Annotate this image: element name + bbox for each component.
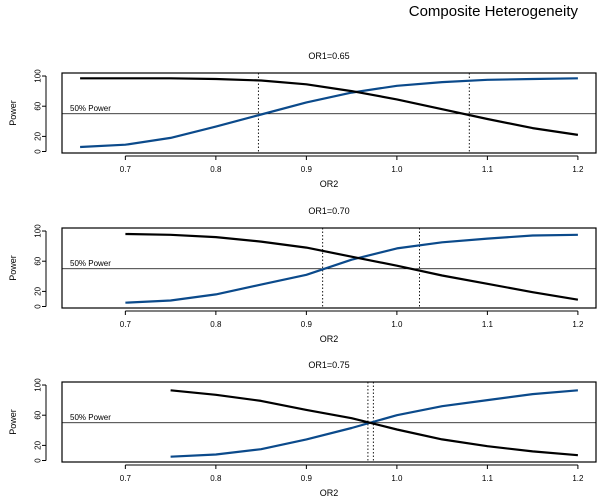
panel-1-x-tick-label: 1.0: [391, 165, 403, 174]
panel-1-y-tick-label: 60: [34, 101, 43, 110]
panel-3-y-tick-label: 100: [34, 378, 43, 392]
panel-1-frame: [61, 72, 597, 154]
panel-2-series-increasing: [125, 233, 578, 304]
panel-3-y-tick-label: 0: [34, 458, 43, 463]
panel-3-x-tick-label: 0.7: [120, 474, 132, 483]
panel-1-x-label: OR2: [320, 179, 339, 189]
panel-3-x-tick-label: 0.8: [210, 474, 222, 483]
panel-1-x-tick-label: 0.9: [301, 165, 313, 174]
panel-3-series-increasing: [170, 389, 578, 458]
panel-3-y-tick-label: 60: [34, 410, 43, 419]
panel-2-x-tick-label: 1.0: [391, 320, 403, 329]
panel-3-y-label: Power: [8, 409, 18, 435]
panel-3-x-tick-label: 1.2: [572, 474, 584, 483]
panel-3-frame: [61, 381, 597, 463]
panel-3-x-tick-label: 0.9: [301, 474, 313, 483]
panel-1-series-decreasing: [80, 77, 579, 136]
panel-1-x-tick-label: 1.2: [572, 165, 584, 174]
panel-3-x-tick-label: 1.0: [391, 474, 403, 483]
panel-2-x-tick-label: 1.1: [482, 320, 494, 329]
panel-2-x-label: OR2: [320, 334, 339, 344]
panel-1-x-tick-label: 0.7: [120, 165, 132, 174]
panel-2-x-tick-label: 0.7: [120, 320, 132, 329]
panel-2-y-tick-label: 60: [34, 256, 43, 265]
panel-2-frame: [61, 227, 597, 309]
panel-3-series-decreasing: [170, 389, 578, 457]
panel-1-y-tick-label: 100: [34, 69, 43, 83]
page-title: Composite Heterogeneity: [408, 3, 578, 20]
panel-1-y-label: Power: [8, 100, 18, 126]
panel-1-y-tick-label: 20: [34, 131, 43, 140]
panel-1-x-tick-label: 1.1: [482, 165, 494, 174]
panel-2-series-decreasing: [125, 232, 579, 301]
panel-2-y-label: Power: [8, 255, 18, 281]
panel-2-y-tick-label: 20: [34, 286, 43, 295]
panel-2-x-tick-label: 0.9: [301, 320, 313, 329]
panel-1-y-tick-label: 0: [34, 149, 43, 154]
panel-3-title: OR1=0.75: [308, 360, 349, 370]
panel-2-y-tick-label: 100: [34, 224, 43, 238]
panel-2-title: OR1=0.70: [308, 206, 349, 216]
panel-2-x-tick-label: 0.8: [210, 320, 222, 329]
panel-3-x-tick-label: 1.1: [482, 474, 494, 483]
panel-3-y-tick-label: 20: [34, 440, 43, 449]
panel-2-y-tick-label: 0: [34, 304, 43, 309]
panel-3-x-label: OR2: [320, 488, 339, 498]
panel-2-reference-label: 50% Power: [70, 259, 111, 268]
panel-1-series-increasing: [80, 77, 578, 149]
panel-3-reference-label: 50% Power: [70, 413, 111, 422]
panel-1-title: OR1=0.65: [308, 51, 349, 61]
panel-2-x-tick-label: 1.2: [572, 320, 584, 329]
panel-1-reference-label: 50% Power: [70, 104, 111, 113]
panel-1-x-tick-label: 0.8: [210, 165, 222, 174]
